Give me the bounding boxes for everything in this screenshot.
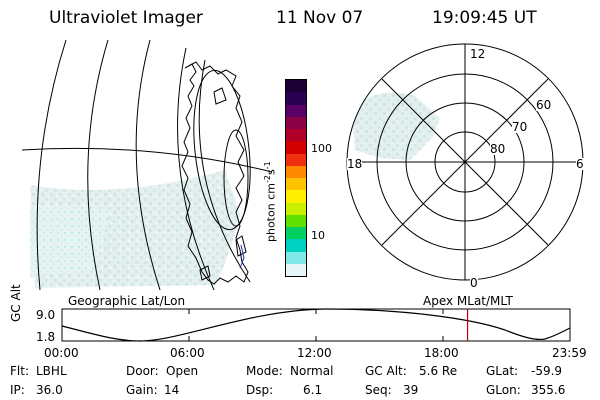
colorbar-segment — [286, 116, 306, 129]
colorbar-tick-10: 10 — [311, 229, 325, 242]
ip-value: 36.0 — [36, 383, 63, 397]
mlat-label-70: 70 — [512, 120, 528, 134]
mlat-label-80: 80 — [490, 142, 506, 156]
mlt-label-right: 6 — [576, 157, 584, 171]
dsp-label: Dsp: — [246, 383, 274, 397]
mode-label: Mode: — [246, 364, 283, 378]
colorbar-segment — [286, 251, 306, 264]
date-label: 11 Nov 07 — [276, 8, 364, 28]
gcalt-value: 5.6 Re — [419, 364, 458, 378]
colorbar-segment — [286, 80, 306, 93]
colorbar-segment — [286, 129, 306, 142]
flt-value: LBHL — [36, 364, 67, 378]
colorbar-segment — [286, 153, 306, 166]
polar-aurora-region — [352, 92, 440, 160]
colorbar-segment — [286, 141, 306, 154]
altitude-ytick-top: 9.0 — [36, 308, 56, 322]
mode-value: Normal — [290, 364, 334, 378]
colorbar-segment — [286, 214, 306, 227]
colorbar-segment — [286, 104, 306, 117]
colorbar-segment — [286, 190, 306, 203]
apex-projection-label: Apex MLat/MLT — [423, 294, 513, 308]
geographic-projection-label: Geographic Lat/Lon — [68, 294, 186, 308]
coast-highlight — [239, 244, 245, 269]
door-label: Door: — [126, 364, 159, 378]
colorbar-tick-100: 100 — [311, 142, 332, 155]
gain-label: Gain: — [126, 383, 158, 397]
mlat-label-60: 60 — [536, 98, 552, 112]
glon-label: GLon: — [486, 383, 521, 397]
colorbar-segment — [286, 227, 306, 240]
time-tick-0000: 00:00 — [44, 346, 79, 360]
colorbar-segment — [286, 92, 306, 105]
colorbar-segment — [286, 263, 306, 276]
instrument-title: Ultraviolet Imager — [49, 8, 203, 28]
seq-label: Seq: — [365, 383, 392, 397]
mlt-label-bottom: 0 — [470, 276, 478, 290]
gcalt-label: GC Alt: — [365, 364, 407, 378]
colorbar-segment — [286, 178, 306, 191]
glon-value: 355.6 — [531, 383, 566, 397]
colorbar-segment — [286, 239, 306, 252]
colorbar-segment — [286, 202, 306, 215]
altitude-ytick-bottom: 1.8 — [36, 330, 56, 344]
seq-value: 39 — [403, 383, 419, 397]
flt-label: Flt: — [10, 364, 29, 378]
ip-label: IP: — [10, 383, 25, 397]
door-value: Open — [166, 364, 199, 378]
gain-value: 14 — [164, 383, 180, 397]
time-tick-1200: 12:00 — [297, 346, 332, 360]
altitude-curve — [61, 308, 571, 342]
colorbar-segment — [286, 165, 306, 178]
altitude-ylabel: GC Alt — [9, 284, 23, 322]
time-tick-1800: 18:00 — [424, 346, 459, 360]
dsp-value: 6.1 — [303, 383, 323, 397]
mlt-label-top: 12 — [470, 47, 486, 61]
glat-value: -59.9 — [531, 364, 563, 378]
mlt-label-left: 18 — [347, 157, 363, 171]
glat-label: GLat: — [486, 364, 519, 378]
time-tick-2359: 23:59 — [552, 346, 587, 360]
coastline — [181, 61, 249, 285]
time-label: 19:09:45 UT — [432, 8, 537, 28]
time-tick-0600: 06:00 — [170, 346, 205, 360]
color-bar — [285, 79, 307, 277]
